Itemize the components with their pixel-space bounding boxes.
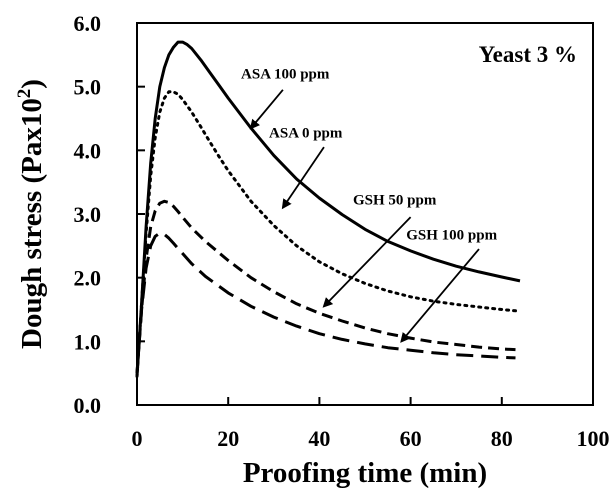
y-tick-label: 2.0 [74,266,102,291]
annotation-arrow-asa-0-ppm [281,146,325,210]
x-tick-label: 20 [217,426,239,451]
x-tick-label: 80 [491,426,513,451]
annotation-arrow-gsh-100-ppm [400,248,480,343]
annotation-layer: ASA 100 ppm ASA 0 ppm GSH 50 ppm GSH 100 pp… [241,66,498,343]
y-tick-label: 4.0 [74,138,102,163]
series-line-asa-0-ppm [135,90,517,378]
annotation-label-gsh-50-ppm: GSH 50 ppm [353,192,437,208]
x-tick-label: 100 [577,426,610,451]
annotation-arrow-gsh-50-ppm [322,216,412,308]
y-axis-title-close: ) [16,79,48,89]
annotation-label-asa-0-ppm: ASA 0 ppm [269,126,343,142]
x-tick-label: 0 [132,426,143,451]
y-tick-label: 0.0 [74,393,102,418]
axis-ticks: 0 20 40 60 80 100 0.0 1.0 2.0 3.0 4.0 5.0 6.0 [74,11,610,451]
corner-label: Yeast 3 % [479,42,577,67]
series-layer [135,40,521,378]
y-tick-label: 3.0 [74,202,102,227]
annotation-label-gsh-100-ppm: GSH 100 ppm [406,227,497,243]
y-tick-label: 6.0 [74,11,102,36]
series-line-asa-100-ppm [135,40,521,377]
x-tick-label: 40 [308,426,330,451]
plot-frame [136,22,594,406]
y-axis-title-main: Dough stress (Pax10 [16,98,48,349]
y-tick-label: 5.0 [74,75,102,100]
annotation-arrow-asa-100-ppm [249,89,284,130]
annotation-label-asa-100-ppm: ASA 100 ppm [241,66,330,82]
x-tick-label: 60 [400,426,422,451]
series-line-gsh-50-ppm [135,199,516,374]
y-axis-title-superscript: 2 [14,89,35,99]
y-axis-title: Dough stress (Pax102) [14,79,48,349]
x-axis-title: Proofing time (min) [243,457,487,489]
y-tick-label: 1.0 [74,329,102,354]
series-line-gsh-100-ppm [135,231,516,374]
